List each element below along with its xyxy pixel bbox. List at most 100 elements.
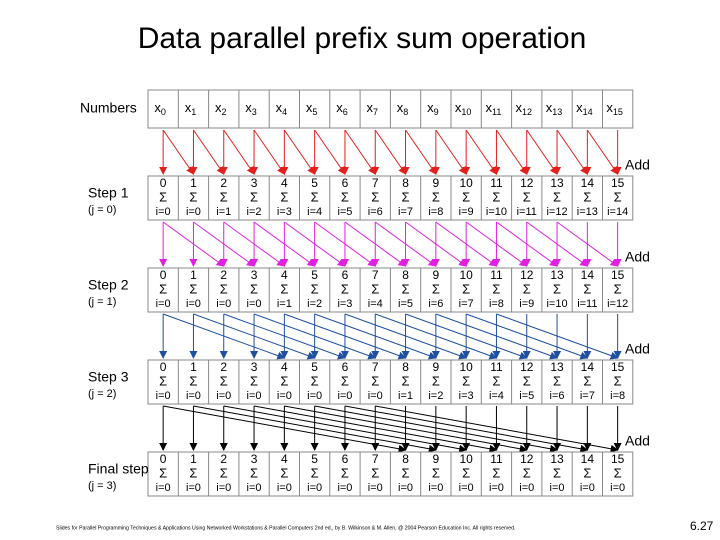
upper-limit: 0 <box>160 360 167 374</box>
variable: x <box>606 100 613 115</box>
lower-limit: i=1 <box>216 206 231 218</box>
lower-limit: i=0 <box>428 482 443 494</box>
sum-symbol: Σ <box>250 465 258 480</box>
number-cell: x4 <box>276 100 288 117</box>
variable: x <box>455 100 462 115</box>
lower-limit: i=0 <box>368 390 383 402</box>
sum-symbol: Σ <box>189 281 197 296</box>
lower-limit: i=0 <box>580 482 595 494</box>
lower-limit: i=6 <box>550 390 565 402</box>
sum-symbol: Σ <box>220 373 228 388</box>
upper-limit: 3 <box>251 452 258 466</box>
sum-symbol: Σ <box>250 189 258 204</box>
add-label: Add <box>625 341 650 357</box>
sum-symbol: Σ <box>341 281 349 296</box>
lower-limit: i=6 <box>428 298 443 310</box>
sum-symbol: Σ <box>492 189 500 204</box>
lower-limit: i=12 <box>607 298 628 310</box>
subscript: 1 <box>191 107 196 117</box>
lower-limit: i=5 <box>398 298 413 310</box>
arrow <box>162 129 195 175</box>
sum-symbol: Σ <box>189 189 197 204</box>
upper-limit: 11 <box>490 452 503 466</box>
sum-symbol: Σ <box>371 373 379 388</box>
upper-limit: 7 <box>372 452 379 466</box>
upper-limit: 12 <box>520 452 534 466</box>
arrow <box>465 129 498 175</box>
sum-symbol: Σ <box>220 465 228 480</box>
sum-symbol: Σ <box>583 373 591 388</box>
sum-symbol: Σ <box>220 281 228 296</box>
lower-limit: i=0 <box>398 482 413 494</box>
arrow <box>283 129 316 175</box>
number-cell: x9 <box>427 100 439 117</box>
upper-limit: 14 <box>581 452 595 466</box>
lower-limit: i=0 <box>186 206 201 218</box>
upper-limit: 3 <box>251 360 258 374</box>
sum-symbol: Σ <box>523 189 531 204</box>
upper-limit: 9 <box>433 268 440 282</box>
sum-symbol: Σ <box>280 189 288 204</box>
upper-limit: 11 <box>490 360 503 374</box>
variable: x <box>306 100 313 115</box>
sum-symbol: Σ <box>553 465 561 480</box>
upper-limit: 6 <box>342 268 349 282</box>
step-note: (j = 1) <box>88 296 116 308</box>
upper-limit: 9 <box>433 360 440 374</box>
step-label: Step 2 <box>88 277 129 293</box>
sum-symbol: Σ <box>280 465 288 480</box>
upper-limit: 2 <box>220 268 227 282</box>
sum-symbol: Σ <box>432 189 440 204</box>
upper-limit: 1 <box>190 268 197 282</box>
upper-limit: 4 <box>281 360 288 374</box>
lower-limit: i=0 <box>337 390 352 402</box>
upper-limit: 7 <box>372 268 379 282</box>
upper-limit: 10 <box>459 268 473 282</box>
step-label: Final step <box>88 461 149 477</box>
lower-limit: i=0 <box>489 482 504 494</box>
variable: x <box>427 100 434 115</box>
number-cell: x1 <box>185 100 197 117</box>
variable: x <box>576 100 583 115</box>
sum-symbol: Σ <box>189 373 197 388</box>
sum-symbol: Σ <box>371 281 379 296</box>
variable: x <box>397 100 404 115</box>
variable: x <box>245 100 252 115</box>
arrow <box>314 129 346 175</box>
number-cell: x14 <box>576 100 593 117</box>
subscript: 14 <box>583 107 593 117</box>
sum-symbol: Σ <box>523 373 531 388</box>
lower-limit: i=0 <box>307 390 322 402</box>
upper-limit: 15 <box>611 360 625 374</box>
variable: x <box>546 100 553 115</box>
subscript: 2 <box>221 107 226 117</box>
sum-symbol: Σ <box>402 189 410 204</box>
arrow <box>253 129 285 175</box>
lower-limit: i=11 <box>577 298 597 310</box>
number-cell: x6 <box>336 100 348 117</box>
number-cell: x10 <box>455 100 472 117</box>
lower-limit: i=7 <box>459 298 474 310</box>
upper-limit: 4 <box>281 452 288 466</box>
upper-limit: 9 <box>433 176 440 190</box>
sum-symbol: Σ <box>614 465 622 480</box>
sum-symbol: Σ <box>523 281 531 296</box>
sum-symbol: Σ <box>462 465 470 480</box>
arrow <box>435 129 467 175</box>
add-label: Add <box>625 249 650 265</box>
sum-symbol: Σ <box>311 189 319 204</box>
upper-limit: 11 <box>490 176 503 190</box>
sum-symbol: Σ <box>432 465 440 480</box>
page-number: 6.27 <box>690 519 714 533</box>
upper-limit: 8 <box>402 360 409 374</box>
subscript: 6 <box>343 107 348 117</box>
lower-limit: i=0 <box>216 298 231 310</box>
upper-limit: 15 <box>611 452 625 466</box>
number-cell: x13 <box>546 100 563 117</box>
lower-limit: i=0 <box>247 482 262 494</box>
add-label: Add <box>625 157 650 173</box>
sum-symbol: Σ <box>402 281 410 296</box>
subscript: 11 <box>492 107 501 117</box>
step-label: Step 1 <box>88 185 129 201</box>
variable: x <box>215 100 222 115</box>
